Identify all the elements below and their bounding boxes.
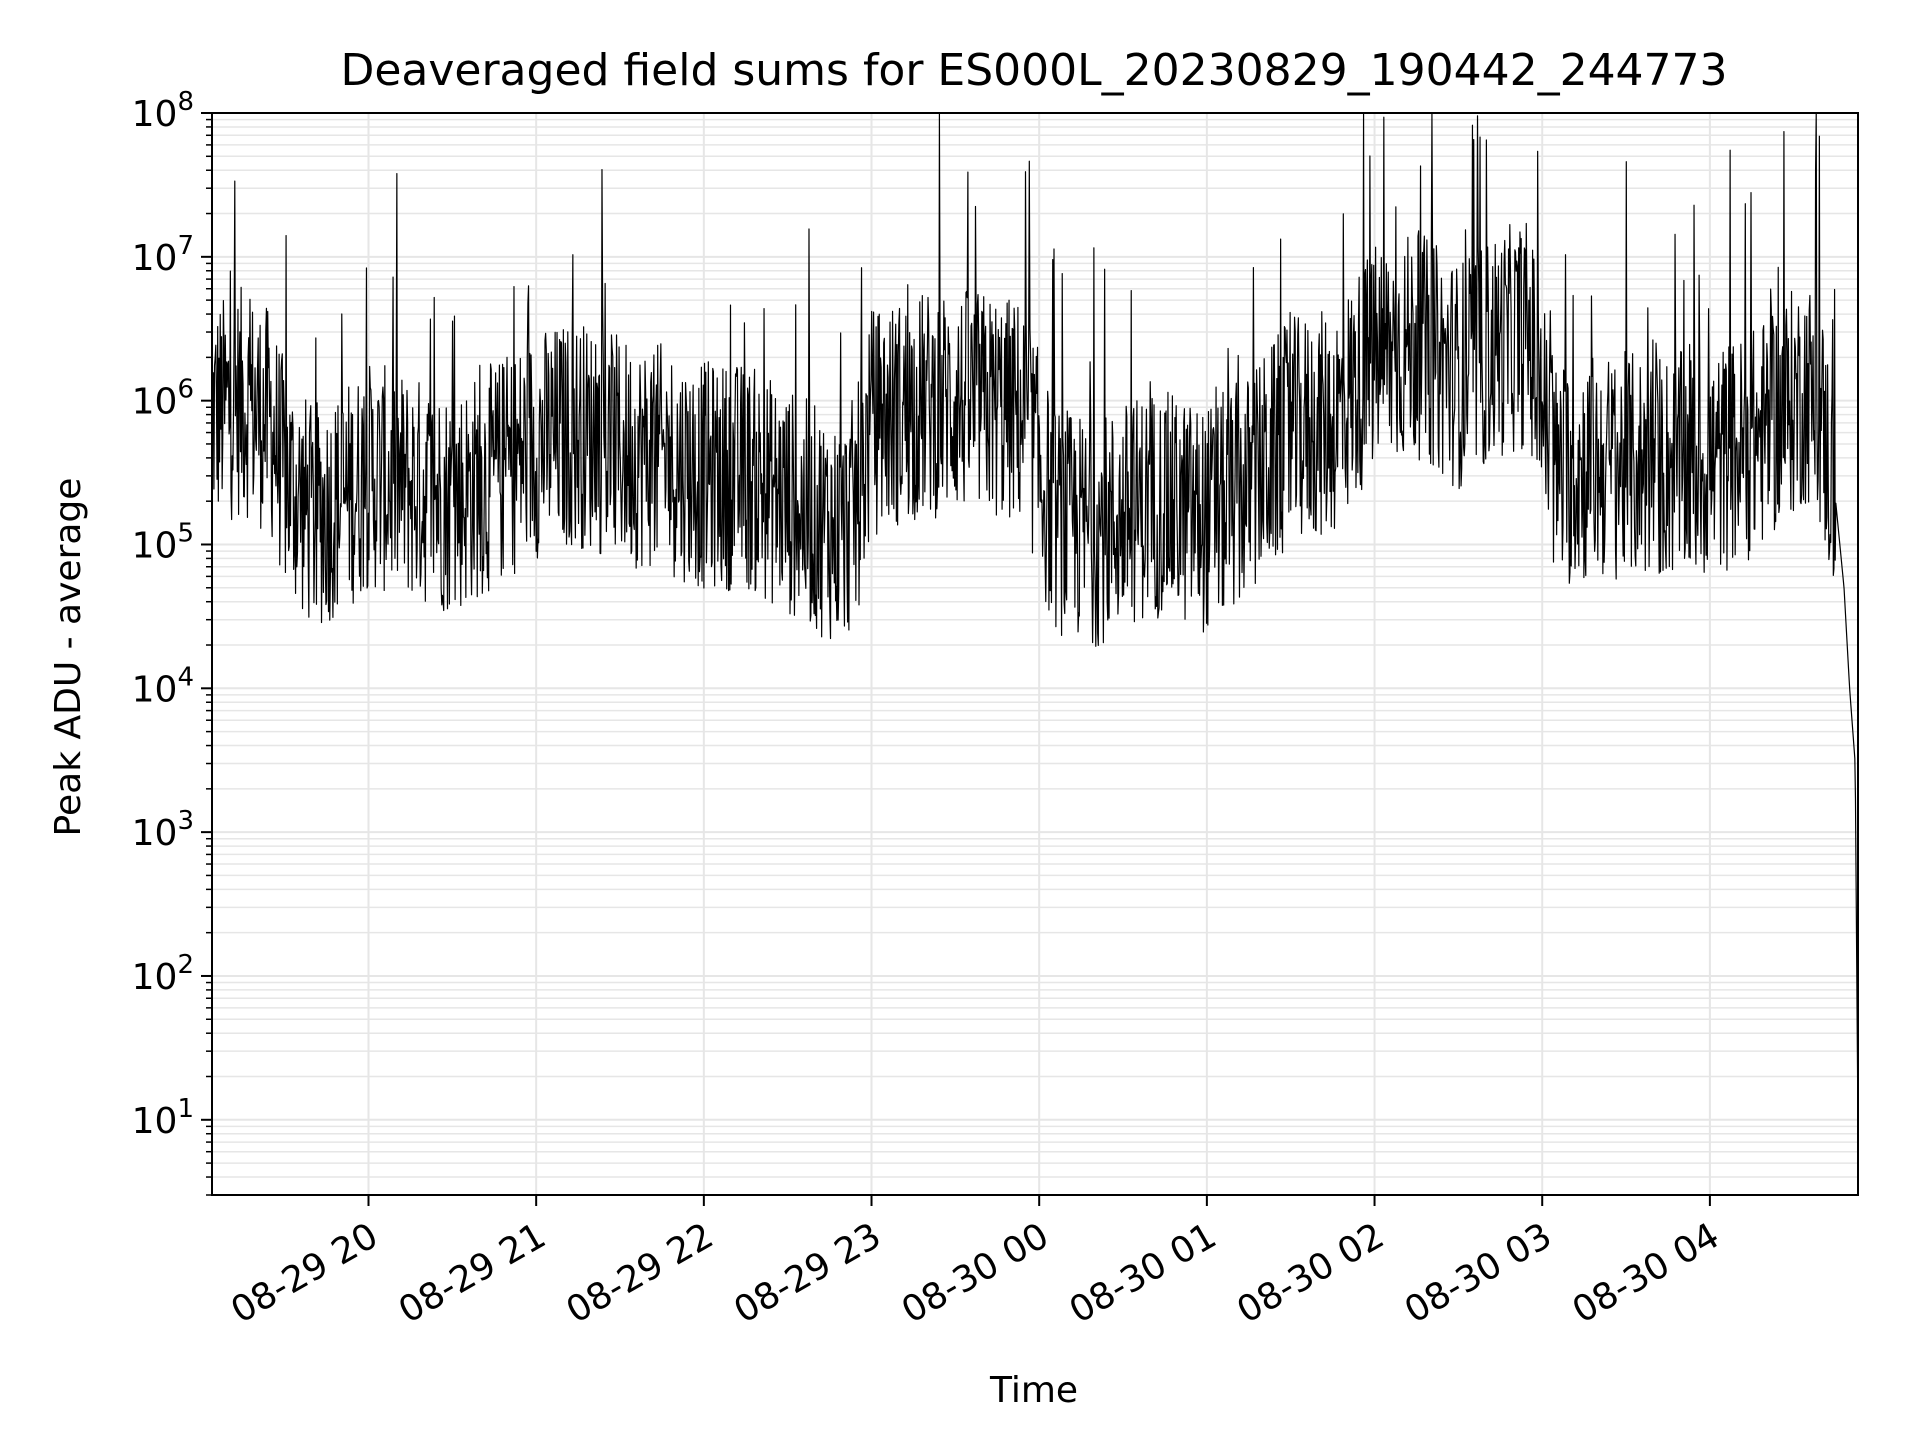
y-tick-label-base: 10 — [132, 669, 178, 710]
y-tick-label: 103 — [132, 806, 194, 854]
y-tick-label: 102 — [132, 950, 194, 998]
y-tick-label: 108 — [132, 87, 194, 135]
y-tick-label-exponent: 5 — [177, 518, 194, 548]
y-tick-label-base: 10 — [132, 525, 178, 566]
y-tick-label-base: 10 — [132, 94, 178, 135]
y-tick-label: 105 — [132, 518, 194, 566]
series-layer — [211, 112, 1859, 1134]
y-tick-label: 101 — [132, 1094, 194, 1142]
plot-frame — [211, 112, 1859, 1196]
x-axis-label: Time — [989, 1370, 1078, 1411]
y-tick-label-exponent: 6 — [177, 375, 194, 405]
y-tick-label: 106 — [132, 375, 194, 423]
series-line — [211, 112, 1859, 1134]
y-axis-label: Peak ADU - average — [48, 478, 89, 837]
y-tick-label-base: 10 — [132, 1101, 178, 1142]
y-tick-label-exponent: 8 — [177, 87, 194, 117]
y-tick-label: 104 — [132, 662, 194, 710]
y-tick-label-base: 10 — [132, 238, 178, 279]
y-tick-label-base: 10 — [132, 382, 178, 423]
y-tick-label-base: 10 — [132, 957, 178, 998]
chart-title: Deaveraged field sums for ES000L_2023082… — [340, 45, 1727, 96]
y-tick-label: 107 — [132, 231, 194, 279]
y-tick-label-exponent: 7 — [177, 231, 194, 261]
y-tick-label-exponent: 3 — [177, 806, 194, 836]
y-tick-label-exponent: 2 — [177, 950, 194, 980]
y-tick-label-base: 10 — [132, 813, 178, 854]
y-tick-label-exponent: 4 — [177, 662, 194, 692]
y-tick-label-exponent: 1 — [177, 1094, 194, 1124]
